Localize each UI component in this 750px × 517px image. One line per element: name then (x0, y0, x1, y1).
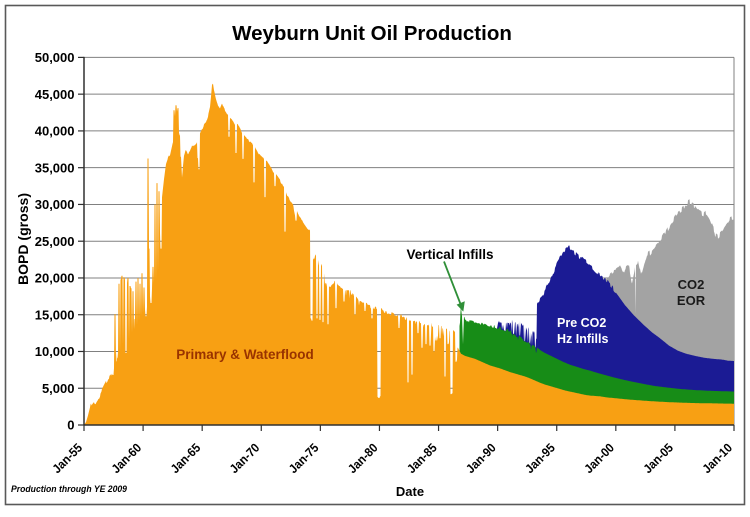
svg-text:Pre CO2: Pre CO2 (557, 316, 606, 330)
svg-text:5,000: 5,000 (42, 381, 75, 396)
svg-text:20,000: 20,000 (35, 271, 75, 286)
svg-text:Hz Infills: Hz Infills (557, 332, 608, 346)
svg-text:BOPD (gross): BOPD (gross) (16, 193, 31, 285)
svg-text:30,000: 30,000 (35, 197, 75, 212)
svg-text:40,000: 40,000 (35, 124, 75, 139)
svg-text:10,000: 10,000 (35, 344, 75, 359)
svg-text:Date: Date (396, 484, 424, 499)
svg-text:25,000: 25,000 (35, 234, 75, 249)
svg-text:EOR: EOR (677, 293, 706, 308)
svg-text:0: 0 (67, 418, 74, 433)
svg-text:Production through YE 2009: Production through YE 2009 (11, 484, 128, 495)
svg-text:15,000: 15,000 (35, 307, 75, 322)
svg-text:Primary & Waterflood: Primary & Waterflood (176, 347, 314, 362)
svg-text:Vertical Infills: Vertical Infills (406, 247, 493, 262)
svg-text:Weyburn Unit Oil Production: Weyburn Unit Oil Production (232, 22, 512, 45)
svg-text:35,000: 35,000 (35, 160, 75, 175)
svg-text:45,000: 45,000 (35, 87, 75, 102)
svg-text:CO2: CO2 (678, 277, 705, 292)
svg-text:50,000: 50,000 (35, 50, 75, 65)
